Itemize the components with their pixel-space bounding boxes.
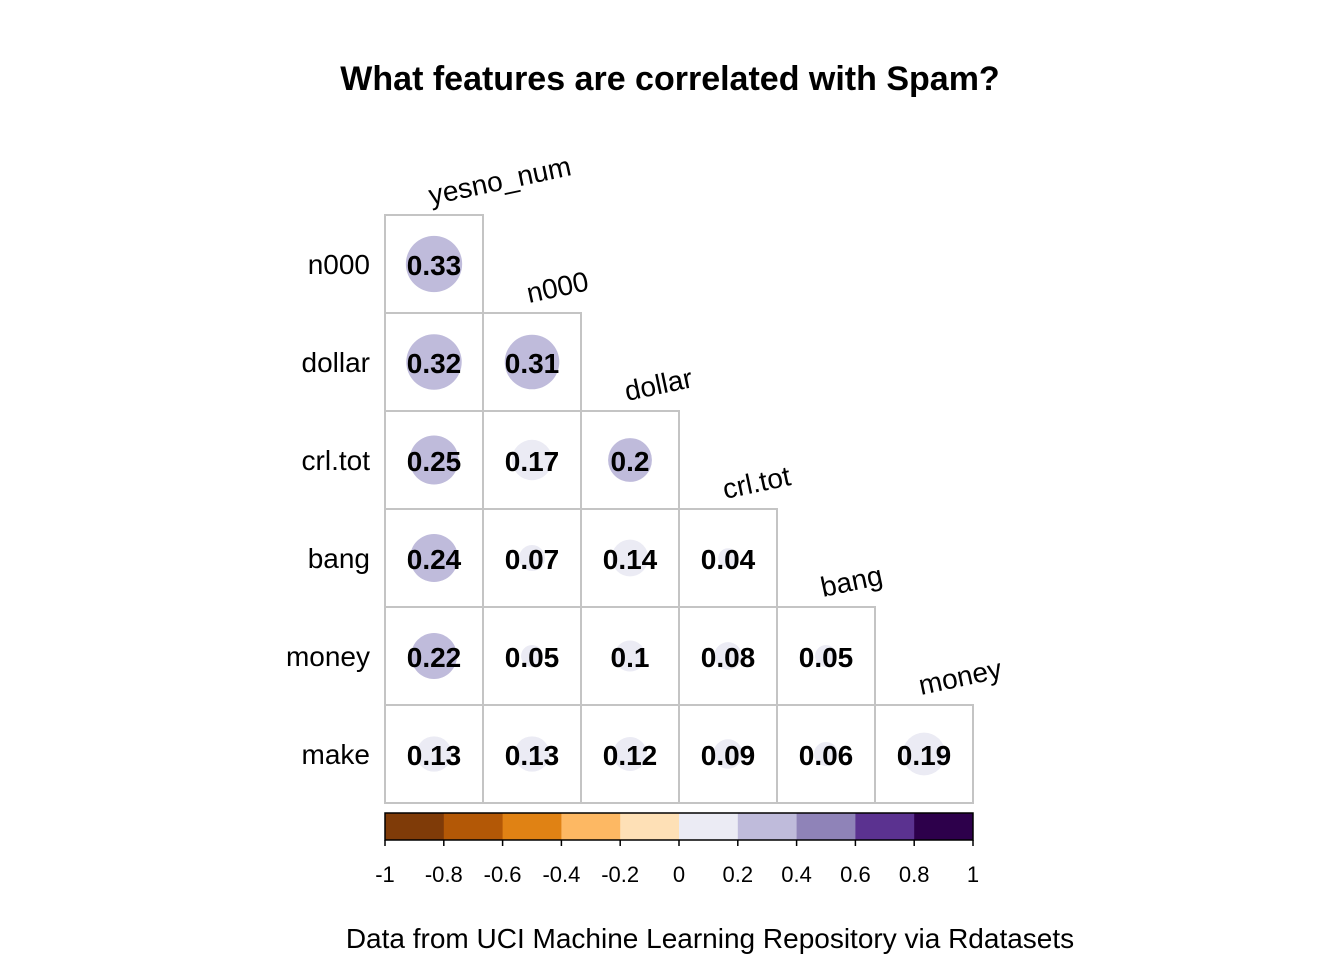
row-label: dollar [302,347,370,378]
colorbar-tick-label: 1 [967,862,979,887]
correlation-value: 0.14 [603,544,658,575]
colorbar-tick-label: -0.6 [484,862,522,887]
colorbar-segment [502,813,562,840]
correlation-value: 0.13 [407,740,462,771]
correlation-value: 0.2 [611,446,650,477]
colorbar-segment [796,813,856,840]
row-label: bang [308,543,370,574]
column-label: money [916,653,1005,701]
correlation-value: 0.05 [505,642,560,673]
colorbar-segment [914,813,974,840]
colorbar-tick-label: -0.4 [542,862,580,887]
colorbar-segment [679,813,739,840]
colorbar-tick-label: 0.2 [723,862,754,887]
correlation-value: 0.17 [505,446,560,477]
colorbar-tick-label: 0.4 [781,862,812,887]
correlation-circle [713,739,743,769]
correlation-circle [511,439,553,481]
correlation-circle [406,334,462,390]
correlation-circle [514,736,550,772]
correlation-value: 0.22 [407,642,462,673]
colorbar-tick-label: -1 [375,862,395,887]
colorbar: -1 -0.8 -0.6 -0.4 -0.2 0 0.2 0.4 0.6 0.8 1 [375,812,979,887]
correlation-circle [409,533,459,583]
column-label: bang [818,560,885,603]
correlation-circle [409,435,459,485]
row-label: n000 [308,249,370,280]
correlation-circle [519,545,545,571]
correlation-value: 0.07 [505,544,560,575]
colorbar-tick-label: 0.6 [840,862,871,887]
correlation-value: 0.08 [701,642,756,673]
colorbar-segment [385,813,445,840]
correlation-circle [504,334,560,390]
column-label: n000 [524,266,591,309]
correlation-circle [714,642,742,670]
column-label: crl.tot [720,460,794,505]
correlation-value: 0.09 [701,740,756,771]
correlation-value: 0.25 [407,446,462,477]
correlation-value: 0.12 [603,740,658,771]
colorbar-segment [561,813,621,840]
row-label: make [302,739,370,770]
correlation-value: 0.19 [897,740,952,771]
correlation-circle [608,438,652,482]
colorbar-tick-label: 0.8 [899,862,930,887]
column-label: dollar [622,362,695,407]
colorbar-segment [620,813,680,840]
correlation-matrix: n000 0.33 dollar 0.32 0.31 crl.tot 0.25 0.17 0.2… [286,150,1005,804]
correlation-value: 0.24 [407,544,462,575]
row-label: money [286,641,370,672]
correlation-circle [416,736,452,772]
matrix-cell [776,606,876,706]
correlation-value: 0.31 [505,348,560,379]
correlation-value: 0.05 [799,642,854,673]
colorbar-tick-label: -0.2 [601,862,639,887]
correlation-circle [611,539,649,577]
correlation-circle [521,645,543,667]
correlation-circle [718,548,738,568]
colorbar-tick-label: 0 [673,862,685,887]
correlation-value: 0.06 [799,740,854,771]
colorbar-segment [443,813,504,840]
row-label: crl.tot [302,445,371,476]
correlation-circle [902,732,946,776]
correlation-circle [613,737,647,771]
correlation-value: 0.13 [505,740,560,771]
colorbar-segment [855,813,915,840]
colorbar-tick-label: -0.8 [425,862,463,887]
correlation-circle [815,645,837,667]
correlation-value: 0.04 [701,544,756,575]
correlation-circle [614,640,646,672]
correlation-value: 0.32 [407,348,462,379]
chart-caption: Data from UCI Machine Learning Repositor… [346,923,1074,954]
correlation-value: 0.33 [407,250,462,281]
correlation-circle [405,235,463,293]
chart-title: What features are correlated with Spam? [340,60,999,98]
colorbar-segment [737,813,798,840]
column-label: yesno_num [426,150,574,210]
correlation-value: 0.1 [611,642,650,673]
correlation-circle [813,741,839,767]
correlation-circle [411,633,457,679]
